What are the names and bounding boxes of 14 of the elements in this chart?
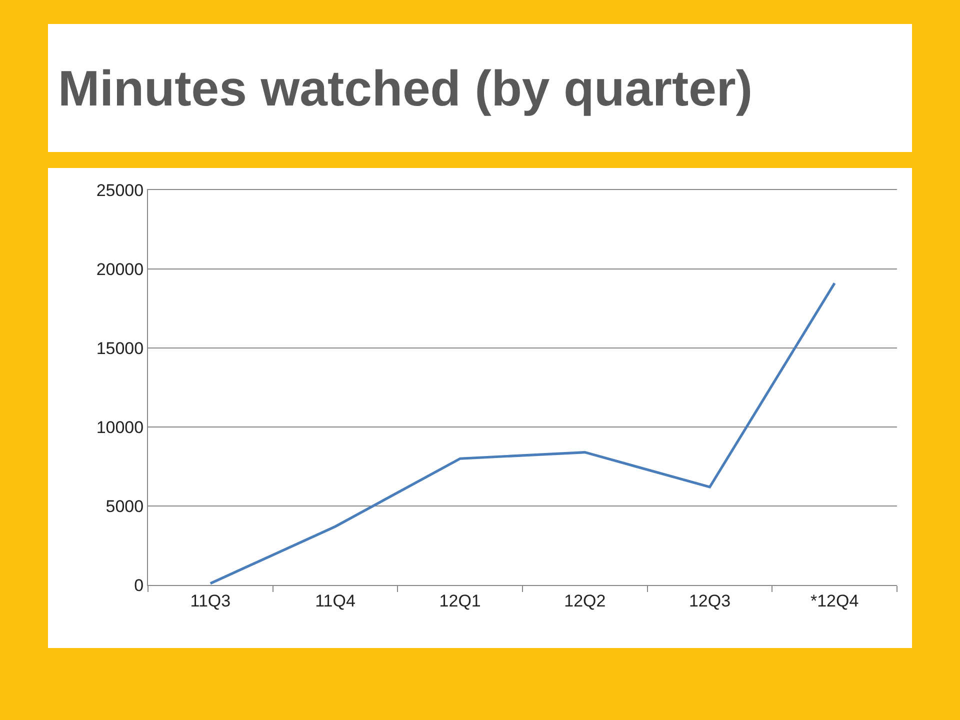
chart-title: Minutes watched (by quarter) xyxy=(58,60,753,116)
y-tick-label: 20000 xyxy=(96,260,144,279)
x-tick-label: 12Q1 xyxy=(439,591,481,610)
x-tick-label: 11Q3 xyxy=(190,591,231,610)
x-tick-label: 12Q3 xyxy=(688,591,731,610)
x-tick-label: 12Q2 xyxy=(564,591,606,610)
line-series xyxy=(209,282,836,585)
y-tick-label: 10000 xyxy=(96,418,144,437)
y-tick-label: 25000 xyxy=(96,180,144,200)
x-tick-label: *12Q4 xyxy=(810,591,859,610)
y-tick-label: 5000 xyxy=(106,496,144,516)
x-tick-label: 11Q4 xyxy=(315,591,356,610)
y-tick-label: 0 xyxy=(134,576,144,595)
y-tick-label: 15000 xyxy=(96,338,144,358)
